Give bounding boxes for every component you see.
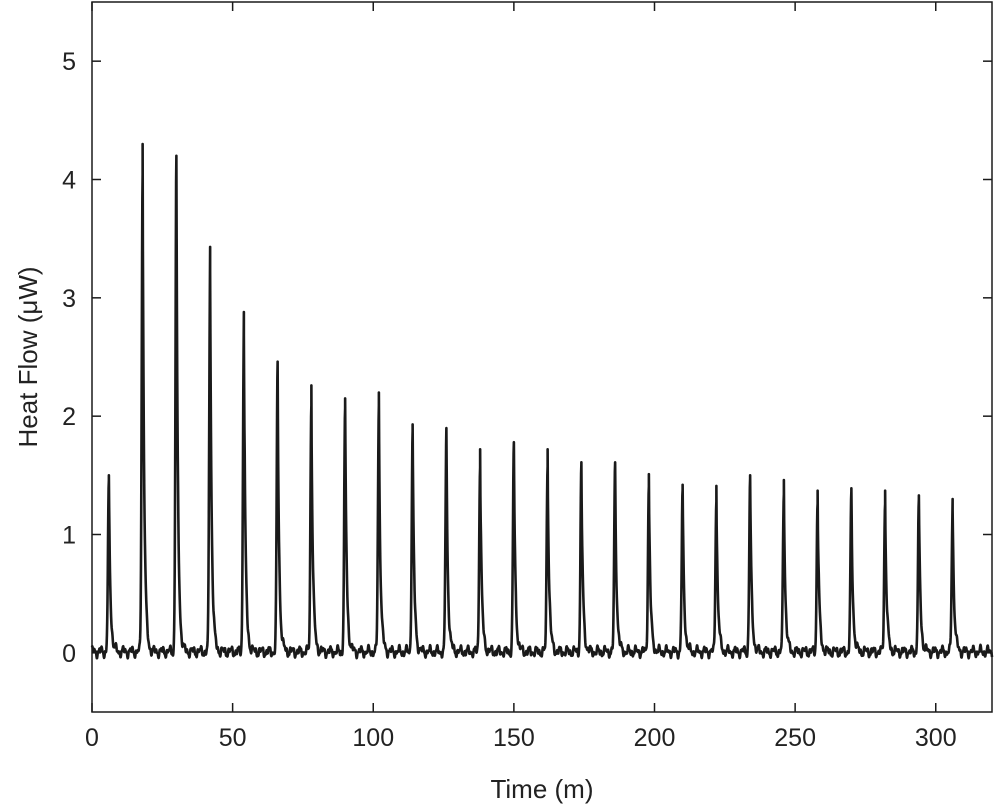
x-axis-ticks: 0 50 100 150 200 250 300 xyxy=(85,2,957,752)
y-tick-label: 4 xyxy=(62,167,76,195)
x-tick-label: 50 xyxy=(219,724,247,752)
x-tick-label: 100 xyxy=(352,724,394,752)
x-tick-label: 300 xyxy=(915,724,957,752)
y-tick-label: 0 xyxy=(62,640,76,668)
heat-flow-series-line xyxy=(90,142,994,660)
x-axis-label: Time (m) xyxy=(490,774,593,804)
x-tick-label: 200 xyxy=(634,724,676,752)
y-tick-label: 2 xyxy=(62,403,76,431)
y-axis-label: Heat Flow (μW) xyxy=(13,266,43,447)
y-tick-label: 5 xyxy=(62,48,76,76)
y-tick-label: 3 xyxy=(62,285,76,313)
y-axis-ticks: 0 1 2 3 4 5 xyxy=(62,48,992,668)
plot-frame xyxy=(91,1,993,713)
x-tick-label: 250 xyxy=(774,724,816,752)
y-tick-label: 1 xyxy=(62,522,76,550)
x-tick-label: 0 xyxy=(85,724,99,752)
x-tick-label: 150 xyxy=(493,724,535,752)
